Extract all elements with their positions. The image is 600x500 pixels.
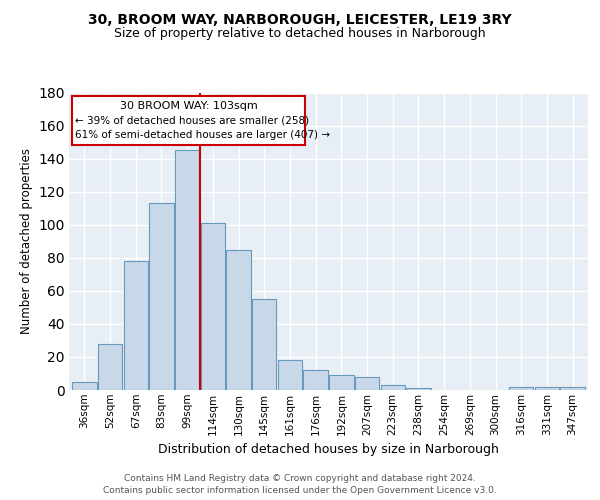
Bar <box>98 344 122 390</box>
Bar <box>252 299 277 390</box>
Bar <box>535 386 559 390</box>
Text: 30, BROOM WAY, NARBOROUGH, LEICESTER, LE19 3RY: 30, BROOM WAY, NARBOROUGH, LEICESTER, LE… <box>88 12 512 26</box>
X-axis label: Distribution of detached houses by size in Narborough: Distribution of detached houses by size … <box>158 443 499 456</box>
Text: ← 39% of detached houses are smaller (258): ← 39% of detached houses are smaller (25… <box>76 116 310 126</box>
FancyBboxPatch shape <box>71 96 305 146</box>
Bar <box>355 377 379 390</box>
Text: 61% of semi-detached houses are larger (407) →: 61% of semi-detached houses are larger (… <box>76 130 331 140</box>
Y-axis label: Number of detached properties: Number of detached properties <box>20 148 33 334</box>
Bar <box>380 385 405 390</box>
Bar <box>278 360 302 390</box>
Bar <box>226 250 251 390</box>
Bar <box>406 388 431 390</box>
Bar <box>200 223 225 390</box>
Bar <box>124 261 148 390</box>
Text: 30 BROOM WAY: 103sqm: 30 BROOM WAY: 103sqm <box>119 100 257 110</box>
Bar <box>175 150 199 390</box>
Text: Contains HM Land Registry data © Crown copyright and database right 2024.
Contai: Contains HM Land Registry data © Crown c… <box>103 474 497 495</box>
Bar <box>149 203 173 390</box>
Bar <box>304 370 328 390</box>
Text: Size of property relative to detached houses in Narborough: Size of property relative to detached ho… <box>114 28 486 40</box>
Bar <box>72 382 97 390</box>
Bar <box>509 386 533 390</box>
Bar <box>560 386 585 390</box>
Bar <box>329 375 353 390</box>
